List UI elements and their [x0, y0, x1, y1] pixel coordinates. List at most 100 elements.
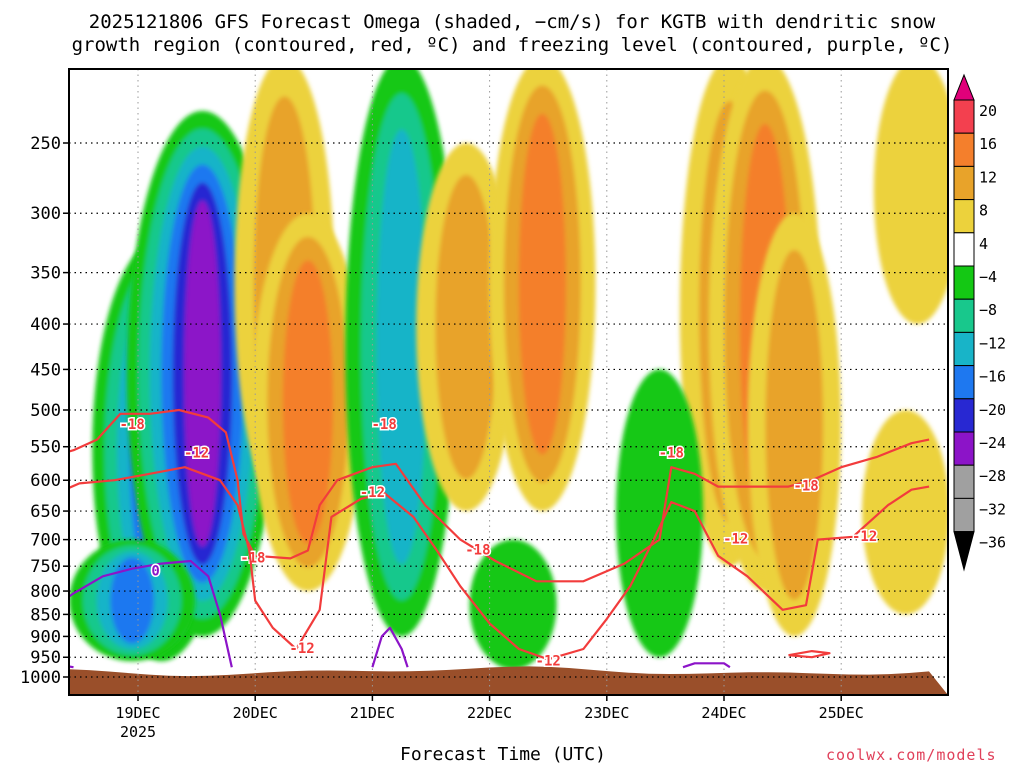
colorbar-label: −36	[979, 534, 1006, 552]
colorbar-swatch	[953, 497, 975, 533]
colorbar-swatch	[953, 165, 975, 201]
colorbar-swatch	[953, 365, 975, 400]
contours: -18 -18 -18 -18 -18 -18 -12 -12 -12 -12 -12 -12 0	[69, 408, 930, 671]
colorbar-label: −24	[979, 434, 1006, 452]
x-tick-label: 22DEC	[467, 704, 512, 722]
colorbar-label: −16	[979, 368, 1006, 386]
chart-title-line-2: growth region (contoured, red, ºC) and f…	[71, 34, 953, 56]
colorbar-swatch	[953, 464, 975, 499]
dgz-contour	[69, 466, 930, 661]
grid-lines	[69, 69, 948, 695]
y-tick-label: 850	[30, 605, 61, 625]
dgz-contour-label: -12	[184, 446, 209, 462]
colorbar-label: 20	[979, 102, 997, 120]
y-tick-label: 900	[30, 627, 61, 647]
colorbar-swatch	[953, 199, 975, 234]
dgz-contour-label: -12	[723, 532, 748, 548]
colorbar-swatch	[953, 398, 975, 433]
colorbar-swatch	[953, 265, 975, 300]
y-tick-label: 300	[30, 204, 61, 224]
omega-band	[518, 113, 566, 455]
x-tick-label: 20DEC	[233, 704, 278, 722]
omega-feature-13	[862, 410, 948, 615]
freezing-level-contour	[371, 626, 409, 668]
dgz-contour-label: -12	[852, 529, 877, 545]
dgz-contour-label: -18	[465, 542, 490, 558]
colorbar-swatch	[953, 298, 975, 333]
colorbar-swatch	[953, 232, 975, 267]
x-year-label: 2025	[120, 723, 156, 741]
y-tick-label: 750	[30, 557, 61, 577]
omega-feature-11	[615, 369, 704, 658]
terrain-band	[69, 666, 948, 695]
dgz-contour	[69, 408, 930, 583]
omega-feature-4	[251, 213, 365, 592]
y-tick-label: 350	[30, 264, 61, 284]
omega-band	[765, 249, 824, 600]
x-tick-label: 23DEC	[584, 704, 629, 722]
dgz-contour-label: -18	[793, 479, 818, 495]
dgz-contour-label: -18	[240, 550, 265, 566]
dgz-contour-label: -12	[289, 641, 314, 657]
colorbar-label: −32	[979, 500, 1006, 518]
colorbar-label: 12	[979, 168, 997, 186]
y-tick-label: 700	[30, 531, 61, 551]
dgz-contour-label: -18	[119, 417, 144, 433]
colorbar-swatch	[953, 431, 975, 466]
colorbar-swatch	[953, 132, 975, 167]
colorbar-label: −8	[979, 301, 997, 319]
omega-feature-7	[489, 69, 596, 511]
colorbar-bottom-arrow	[953, 531, 975, 572]
y-tick-label: 600	[30, 471, 61, 491]
omega-band	[615, 369, 704, 658]
omega-band	[873, 69, 948, 325]
omega-band	[862, 410, 948, 615]
terrain-surface	[69, 666, 948, 695]
dgz-contour	[788, 650, 831, 659]
dgz-contour-label: -12	[536, 653, 561, 669]
y-tick-label: 950	[30, 648, 61, 668]
colorbar-label: 16	[979, 135, 997, 153]
omega-band	[435, 174, 497, 480]
x-tick-label: 25DEC	[819, 704, 864, 722]
y-tick-label: 450	[30, 360, 61, 380]
y-tick-label: 1000	[20, 668, 61, 688]
y-tick-label: 500	[30, 401, 61, 421]
x-tick-label: 19DEC	[115, 704, 160, 722]
y-tick-label: 400	[30, 315, 61, 335]
colorbar-label: −20	[979, 401, 1006, 419]
colorbar-swatch	[953, 99, 975, 134]
dgz-contour-label: -12	[360, 485, 385, 501]
y-tick-label: 650	[30, 502, 61, 522]
colorbar-swatch	[953, 331, 975, 367]
credit-link[interactable]: coolwx.com/models	[826, 746, 997, 764]
colorbar-label: −28	[979, 467, 1006, 485]
freezing-level-contour-label: 0	[151, 563, 159, 579]
colorbar: 20 16 12 8 4 −4 −8 −12 −16 −20 −24 −28 −32 −36	[953, 73, 1006, 572]
y-tick-label: 250	[30, 134, 61, 154]
omega-band	[184, 200, 221, 547]
colorbar-top-arrow	[953, 73, 975, 101]
omega-feature-10	[747, 213, 842, 637]
omega-feature-12	[469, 539, 557, 670]
omega-shading	[69, 69, 948, 670]
omega-band	[469, 539, 557, 670]
freezing-level-contour	[682, 662, 731, 669]
chart-title-line-1: 2025121806 GFS Forecast Omega (shaded, −…	[88, 11, 936, 33]
omega-band	[110, 557, 154, 644]
y-tick-label: 550	[30, 438, 61, 458]
axes: 2503003504004505005506006507007508008509…	[20, 134, 864, 741]
y-tick-label: 800	[30, 582, 61, 602]
omega-band	[282, 260, 334, 544]
omega-feature-14	[873, 69, 948, 325]
omega-feature-2	[69, 539, 195, 662]
colorbar-label: 4	[979, 235, 988, 253]
freezing-level-contour	[69, 559, 233, 668]
x-tick-label: 24DEC	[701, 704, 746, 722]
x-axis-label: Forecast Time (UTC)	[400, 744, 606, 765]
colorbar-label: 8	[979, 202, 988, 220]
x-tick-label: 21DEC	[350, 704, 395, 722]
plot-frame	[68, 68, 949, 696]
colorbar-label: −12	[979, 334, 1006, 352]
